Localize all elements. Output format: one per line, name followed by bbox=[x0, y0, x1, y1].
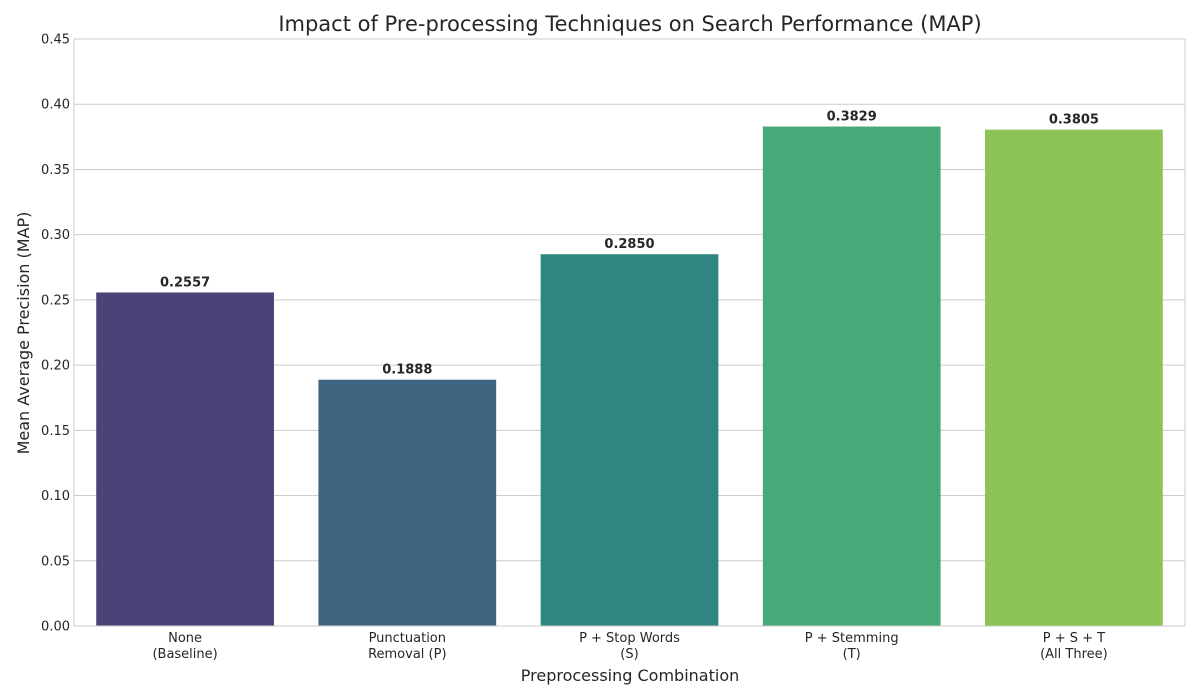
bar bbox=[318, 379, 497, 626]
x-tick-label: None bbox=[168, 631, 202, 646]
y-tick-labels: 0.00 0.05 0.10 0.15 0.20 0.25 0.30 0.35 0.40 0.45 bbox=[41, 33, 70, 635]
plot-frame bbox=[73, 38, 1186, 627]
data-label: 0.2850 bbox=[604, 237, 654, 252]
data-label: 0.1888 bbox=[382, 363, 432, 378]
x-axis-title: Preprocessing Combination bbox=[521, 666, 740, 685]
data-label: 0.3829 bbox=[827, 110, 877, 125]
x-tick-label: P + Stemming bbox=[805, 631, 899, 646]
y-tick-label: 0.35 bbox=[41, 163, 70, 178]
chart-title: Impact of Pre-processing Techniques on S… bbox=[278, 12, 981, 36]
x-tick-label: (Baseline) bbox=[152, 647, 217, 662]
y-tick-label: 0.00 bbox=[41, 620, 70, 635]
bar bbox=[985, 129, 1163, 627]
data-label: 0.3805 bbox=[1049, 113, 1099, 128]
x-tick-label: P + S + T bbox=[1043, 631, 1105, 646]
x-tick-label: (T) bbox=[843, 647, 861, 662]
y-tick-label: 0.25 bbox=[41, 293, 70, 308]
y-tick-label: 0.40 bbox=[41, 98, 70, 113]
y-tick-label: 0.10 bbox=[41, 489, 70, 504]
data-label: 0.2557 bbox=[160, 275, 210, 290]
x-tick-label: P + Stop Words bbox=[579, 631, 680, 646]
y-tick-label: 0.15 bbox=[41, 424, 70, 439]
x-tick-label: (S) bbox=[620, 647, 638, 662]
y-tick-label: 0.45 bbox=[41, 33, 70, 48]
bar bbox=[762, 126, 941, 626]
y-axis-title: Mean Average Precision (MAP) bbox=[14, 212, 33, 455]
bar bbox=[96, 292, 274, 626]
y-tick-label: 0.05 bbox=[41, 554, 70, 569]
x-tick-label: Removal (P) bbox=[368, 647, 446, 662]
y-tick-label: 0.20 bbox=[41, 359, 70, 374]
bar bbox=[540, 254, 719, 626]
x-tick-label: (All Three) bbox=[1040, 647, 1108, 662]
data-labels: 0.2557 0.1888 0.2850 0.3829 0.3805 bbox=[160, 110, 1099, 378]
bars bbox=[96, 126, 1163, 627]
y-tick-label: 0.30 bbox=[41, 228, 70, 243]
x-tick-label: Punctuation bbox=[369, 631, 446, 646]
